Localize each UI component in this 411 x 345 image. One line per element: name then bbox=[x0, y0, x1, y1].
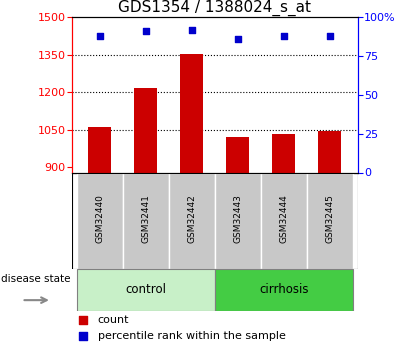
Point bbox=[281, 33, 287, 39]
Bar bbox=[272, 135, 296, 172]
Point bbox=[80, 317, 87, 323]
Title: GDS1354 / 1388024_s_at: GDS1354 / 1388024_s_at bbox=[118, 0, 311, 16]
Bar bbox=[88, 127, 111, 172]
Text: GSM32443: GSM32443 bbox=[233, 195, 242, 243]
Bar bbox=[122, 172, 169, 269]
Text: GSM32442: GSM32442 bbox=[187, 195, 196, 243]
Text: cirrhosis: cirrhosis bbox=[259, 283, 309, 296]
Bar bbox=[319, 131, 342, 172]
Bar bbox=[307, 172, 353, 269]
Text: control: control bbox=[125, 283, 166, 296]
Text: GSM32444: GSM32444 bbox=[279, 195, 289, 243]
Point bbox=[142, 28, 149, 34]
Text: GSM32440: GSM32440 bbox=[95, 195, 104, 243]
Bar bbox=[76, 172, 122, 269]
Point bbox=[327, 33, 333, 39]
Bar bbox=[215, 269, 353, 310]
Point bbox=[96, 33, 103, 39]
Text: GSM32441: GSM32441 bbox=[141, 195, 150, 243]
Point bbox=[235, 36, 241, 42]
Point bbox=[80, 334, 87, 339]
Bar bbox=[134, 88, 157, 172]
Bar bbox=[261, 172, 307, 269]
Text: count: count bbox=[98, 315, 129, 325]
Bar bbox=[76, 269, 215, 310]
Bar bbox=[169, 172, 215, 269]
Bar bbox=[180, 53, 203, 172]
Bar bbox=[215, 172, 261, 269]
Point bbox=[188, 27, 195, 32]
Text: percentile rank within the sample: percentile rank within the sample bbox=[98, 332, 286, 341]
Text: GSM32445: GSM32445 bbox=[326, 195, 335, 243]
Bar bbox=[226, 137, 249, 172]
Text: disease state: disease state bbox=[2, 275, 71, 284]
